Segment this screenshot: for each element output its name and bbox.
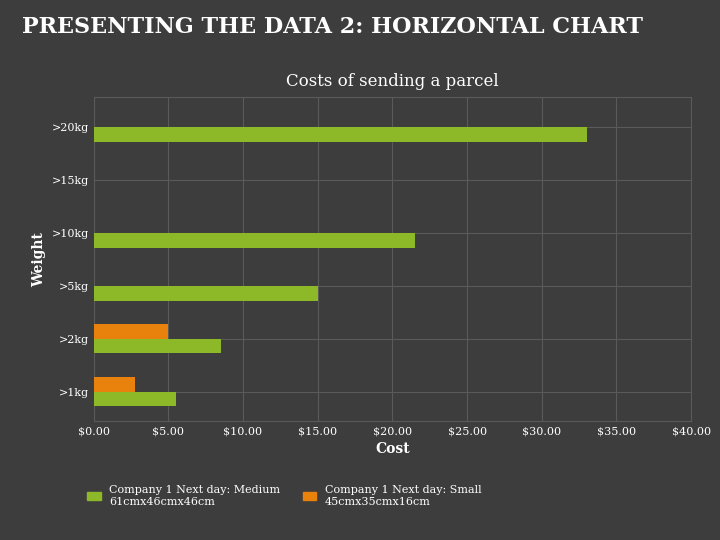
Bar bbox=[94, 377, 135, 392]
X-axis label: Cost: Cost bbox=[375, 442, 410, 456]
Text: PRESENTING THE DATA 2: HORIZONTAL CHART: PRESENTING THE DATA 2: HORIZONTAL CHART bbox=[22, 16, 643, 38]
Legend: Company 1 Next day: Medium
61cmx46cmx46cm, Company 1 Next day: Small
45cmx35cmx1: Company 1 Next day: Medium 61cmx46cmx46c… bbox=[87, 485, 482, 507]
Bar bbox=[94, 339, 220, 354]
Bar bbox=[94, 233, 415, 247]
Bar bbox=[94, 127, 587, 141]
Y-axis label: Weight: Weight bbox=[32, 232, 46, 287]
Bar bbox=[94, 324, 168, 339]
Title: Costs of sending a parcel: Costs of sending a parcel bbox=[286, 73, 499, 90]
Bar bbox=[94, 392, 176, 407]
Bar bbox=[94, 286, 318, 301]
